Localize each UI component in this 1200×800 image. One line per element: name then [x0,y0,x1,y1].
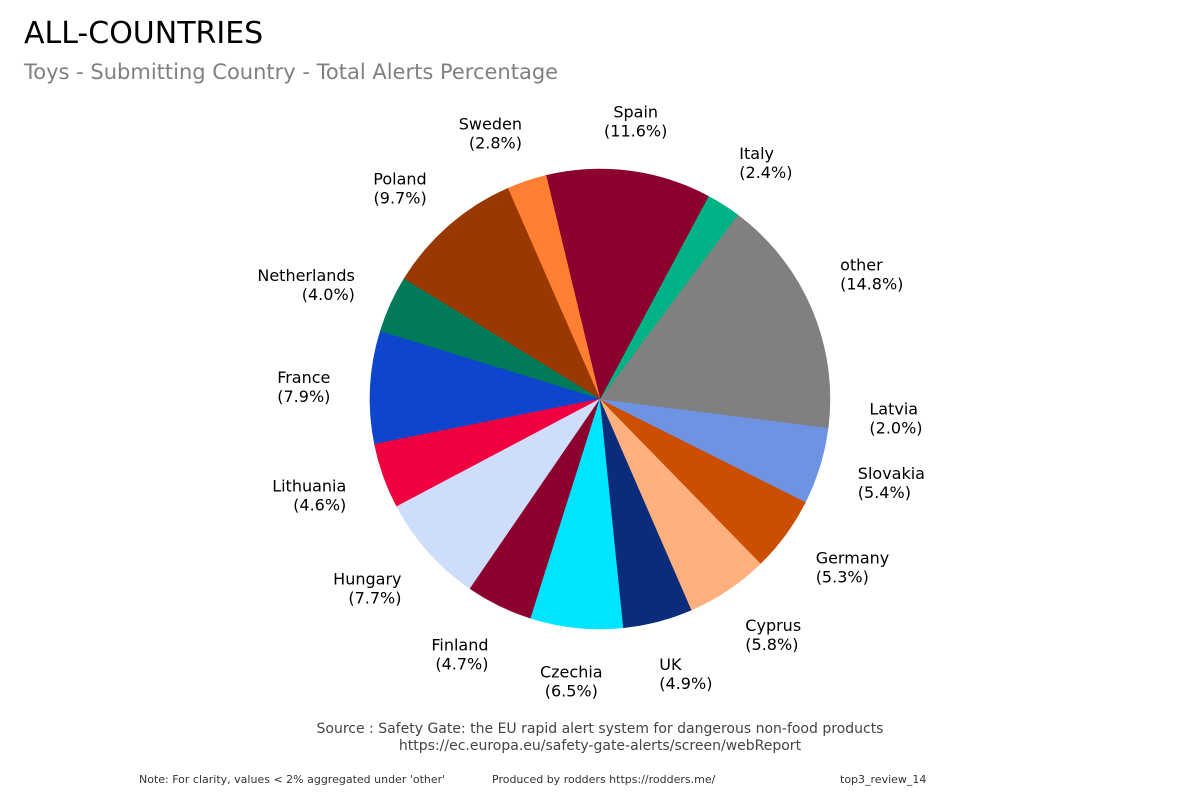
slice-label-sweden: Sweden [459,115,522,134]
slice-value-uk: (4.9%) [659,674,712,693]
slice-label-czechia: Czechia [540,663,603,682]
slice-value-poland: (9.7%) [374,189,427,208]
slice-label-slovakia: Slovakia [858,464,925,483]
pie-slice-other [599,214,831,400]
slice-value-cyprus: (5.8%) [745,635,798,654]
slice-label-spain: Spain [613,102,658,121]
slice-value-czechia: (6.5%) [545,682,598,701]
slice-value-lithuania: (4.6%) [293,496,346,515]
slice-label-latvia: Latvia [869,400,918,419]
slice-value-sweden: (2.8%) [469,134,522,153]
slice-value-finland: (4.7%) [435,655,488,674]
slice-label-poland: Poland [373,170,426,189]
slice-label-uk: UK [659,655,682,674]
source-note: Source : Safety Gate: the EU rapid alert… [0,721,1200,755]
source-url: https://ec.europa.eu/safety-gate-alerts/… [398,738,802,754]
slice-label-germany: Germany [816,548,890,567]
slice-value-slovakia: (5.4%) [858,483,911,502]
slice-label-lithuania: Lithuania [272,477,346,496]
slice-value-italy: (2.4%) [739,163,792,182]
page-subtitle: Toys - Submitting Country - Total Alerts… [24,60,559,84]
slice-label-france: France [277,368,330,387]
slice-label-finland: Finland [431,636,488,655]
slice-label-hungary: Hungary [333,570,401,589]
slice-value-spain: (11.6%) [604,121,667,140]
slice-value-germany: (5.3%) [816,567,869,586]
pie-slice-poland [403,187,601,400]
pie-slice-france [369,331,601,445]
report-id: top3_review_14 [840,773,927,786]
slice-value-other: (14.8%) [840,275,903,294]
slice-value-france: (7.9%) [277,387,330,406]
producer-credit: Produced by rodders https://rodders.me/ [492,773,716,786]
slice-value-netherlands: (4.0%) [302,285,355,304]
slice-label-other: other [840,256,883,275]
source-line: Source : Safety Gate: the EU rapid alert… [316,721,884,737]
pie-slice-spain [545,168,709,400]
page-title: ALL-COUNTRIES [24,16,264,51]
slice-value-hungary: (7.7%) [348,589,401,608]
slice-label-italy: Italy [739,144,774,163]
aggregation-note: Note: For clarity, values < 2% aggregate… [139,773,446,786]
pie-slice-latvia [599,398,831,429]
pie-slice-hungary [396,398,601,590]
slice-value-latvia: (2.0%) [869,419,922,438]
slice-label-netherlands: Netherlands [257,266,355,285]
slice-label-cyprus: Cyprus [745,616,801,635]
